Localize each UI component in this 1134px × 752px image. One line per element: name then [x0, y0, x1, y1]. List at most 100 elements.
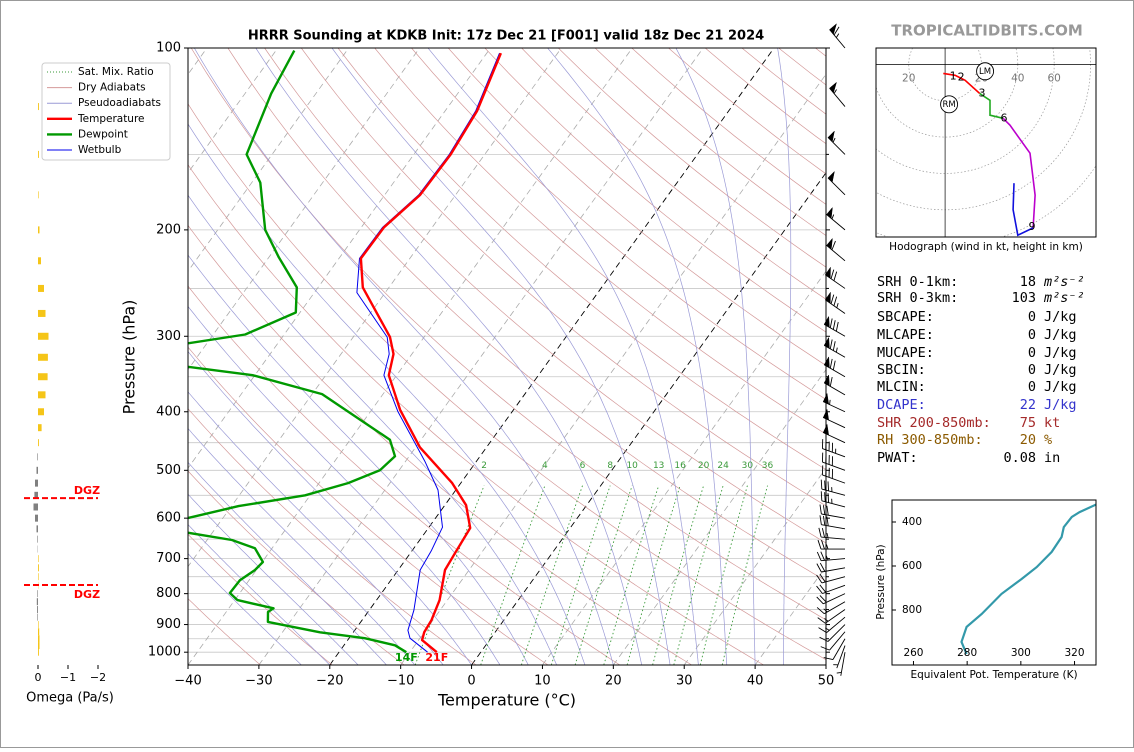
legend-label: Sat. Mix. Ratio	[78, 66, 154, 78]
index-unit: %	[1044, 432, 1052, 448]
x-tick-label: −20	[316, 674, 343, 689]
y-tick-label: 400	[156, 404, 181, 419]
thetae-y-tick-label: 600	[902, 560, 922, 572]
omega-bar	[38, 635, 40, 642]
index-label: PWAT:	[877, 450, 918, 466]
mixing-ratio-label: 8	[607, 461, 613, 471]
watermark: TROPICALTIDBITS.COM	[891, 22, 1083, 40]
index-value: 20	[1020, 432, 1036, 448]
x-tick-label: 10	[534, 674, 551, 689]
omega-bar	[37, 606, 38, 613]
x-tick-label: −30	[245, 674, 272, 689]
index-label: RH 300-850mb:	[877, 432, 983, 448]
hodo-ring-label: 20	[902, 72, 915, 84]
index-label: MUCAPE:	[877, 345, 934, 361]
hodo-ring-label: 40	[1011, 72, 1024, 84]
mixing-ratio-label: 36	[762, 461, 774, 471]
y-tick-label: 100	[156, 41, 181, 56]
hodo-height-label: 1	[950, 69, 957, 82]
legend-label: Wetbulb	[78, 144, 122, 156]
legend-label: Dry Adiabats	[78, 82, 146, 94]
hodo-height-label: 3	[979, 86, 986, 99]
mixing-ratio-label: 24	[717, 461, 729, 471]
y-tick-label: 500	[156, 463, 181, 478]
y-tick-label: 300	[156, 329, 181, 344]
x-tick-label: −40	[174, 674, 201, 689]
index-label: MLCAPE:	[877, 327, 934, 343]
omega-bar	[37, 453, 38, 460]
omega-bar	[35, 480, 38, 487]
x-tick-label: 50	[818, 674, 835, 689]
x-tick-label: 40	[747, 674, 764, 689]
index-unit: m²s⁻²	[1043, 274, 1085, 290]
index-unit: in	[1044, 450, 1060, 466]
thetae-y-tick-label: 800	[902, 604, 922, 616]
index-value: 0	[1028, 379, 1036, 395]
omega-bar	[38, 226, 40, 233]
index-label: SRH 0-1km:	[877, 274, 958, 290]
index-label: DCAPE:	[877, 397, 926, 413]
index-unit: J/kg	[1044, 309, 1077, 325]
storm-motion-label: RM	[942, 100, 955, 110]
omega-bar	[38, 354, 48, 361]
omega-bar	[38, 564, 39, 571]
omega-tick-label: −2	[90, 671, 106, 684]
legend: Sat. Mix. Ratio Dry Adiabats Pseudoadiabat…	[42, 63, 170, 160]
x-tick-label: 30	[676, 674, 693, 689]
omega-bar	[38, 642, 40, 649]
omega-bar	[38, 408, 44, 415]
omega-bar	[38, 621, 39, 628]
thetae-x-tick-label: 320	[1065, 647, 1085, 659]
omega-bar	[38, 439, 39, 446]
index-value: 0	[1028, 309, 1036, 325]
legend-label: Pseudoadiabats	[78, 97, 161, 109]
index-label: SBCAPE:	[877, 309, 934, 325]
thetae-y-label: Pressure (hPa)	[875, 544, 887, 619]
index-value: 0	[1028, 327, 1036, 343]
mixing-ratio-label: 6	[580, 461, 586, 471]
hodo-height-label: 6	[1001, 111, 1008, 124]
y-tick-label: 200	[156, 222, 181, 237]
mixing-ratio-label: 16	[674, 461, 686, 471]
index-value: 22	[1020, 397, 1036, 413]
y-tick-label: 700	[156, 551, 181, 566]
thetae-x-tick-label: 280	[957, 647, 977, 659]
surface-label: 21F	[425, 651, 448, 664]
mixing-ratio-label: 4	[542, 461, 548, 471]
omega-bar	[34, 503, 39, 510]
index-unit: J/kg	[1044, 397, 1077, 413]
omega-bar	[38, 191, 39, 198]
index-unit: J/kg	[1044, 345, 1077, 361]
legend-label: Temperature	[77, 113, 145, 125]
omega-tick-label: 0	[35, 671, 42, 684]
mixing-ratio-label: 30	[742, 461, 754, 471]
x-tick-label: 0	[467, 674, 475, 689]
omega-bar	[37, 536, 38, 543]
index-value: 103	[1012, 290, 1036, 306]
thetae-x-label: Equivalent Pot. Temperature (K)	[910, 669, 1077, 681]
y-tick-label: 900	[156, 617, 181, 632]
omega-bar	[38, 649, 39, 656]
mixing-ratio-label: 2	[481, 461, 487, 471]
hodo-ring-label: 60	[1047, 72, 1060, 84]
index-label: SBCIN:	[877, 362, 926, 378]
omega-bar	[38, 151, 39, 158]
dgz-label: DGZ	[74, 484, 100, 497]
index-unit: J/kg	[1044, 379, 1077, 395]
index-value: 18	[1020, 274, 1036, 290]
omega-bar	[37, 525, 39, 532]
hodo-height-label: 2	[958, 70, 965, 83]
y-tick-label: 600	[156, 511, 181, 526]
surface-label: 14F	[395, 651, 418, 664]
mixing-ratio-label: 10	[626, 461, 638, 471]
x-axis-label: Temperature (°C)	[437, 691, 576, 710]
index-unit: m²s⁻²	[1043, 290, 1085, 306]
y-tick-label: 800	[156, 586, 181, 601]
dgz-label: DGZ	[74, 588, 100, 601]
omega-axis-label: Omega (Pa/s)	[26, 691, 114, 706]
x-tick-label: −10	[387, 674, 414, 689]
index-label: MLCIN:	[877, 379, 926, 395]
x-tick-label: 20	[605, 674, 622, 689]
mixing-ratio-label: 20	[698, 461, 710, 471]
